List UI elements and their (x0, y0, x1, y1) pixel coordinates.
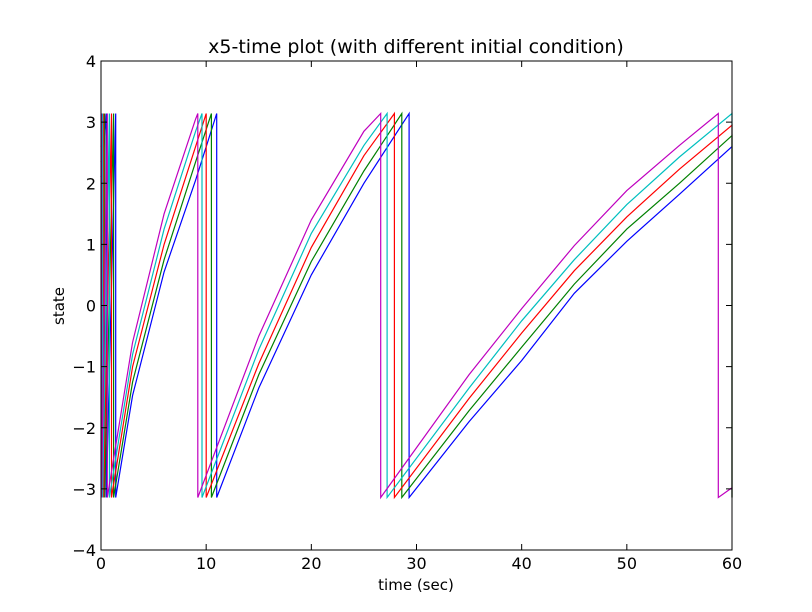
x-tick-label: 60 (722, 554, 742, 573)
y-axis-label: state (50, 287, 68, 325)
y-tick-label: −4 (72, 541, 96, 560)
series-line-2 (100, 111, 733, 500)
x-tick-label: 10 (196, 554, 216, 573)
y-tick-label: 0 (86, 297, 96, 316)
x-axis-label: time (sec) (378, 576, 454, 594)
x-tick-label: 40 (511, 554, 531, 573)
plot-series-group (100, 111, 733, 500)
x-tick-label: 20 (301, 554, 321, 573)
x-tick-label: 50 (617, 554, 637, 573)
y-tick-label: 2 (86, 174, 96, 193)
axes-frame (100, 60, 733, 551)
axis-ticks (100, 60, 733, 551)
y-tick-label: −2 (72, 419, 96, 438)
series-line-3 (100, 111, 733, 500)
y-tick-label: 3 (86, 113, 96, 132)
series-line-5 (100, 111, 733, 500)
series-line-4 (100, 111, 733, 500)
y-tick-label: 1 (86, 235, 96, 254)
y-tick-label: −3 (72, 480, 96, 499)
y-tick-label: −1 (72, 358, 96, 377)
x-tick-label: 30 (406, 554, 426, 573)
y-tick-label: 4 (86, 52, 96, 71)
chart-title: x5-time plot (with different initial con… (208, 36, 624, 58)
x-tick-label: 0 (96, 554, 106, 573)
series-line-1 (100, 111, 733, 500)
